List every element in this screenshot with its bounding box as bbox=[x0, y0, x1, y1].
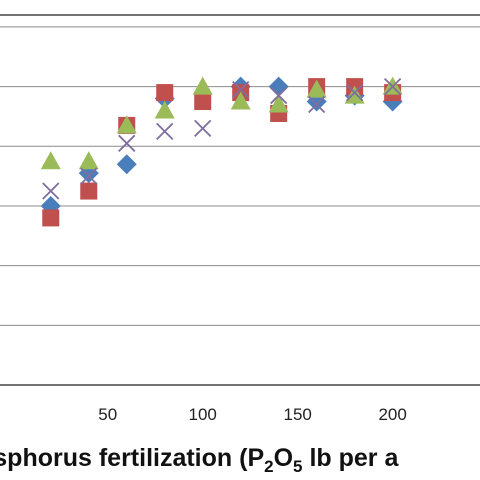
point-x-1 bbox=[42, 182, 60, 200]
point-x-3 bbox=[118, 134, 136, 152]
point-diamond-3 bbox=[116, 154, 137, 175]
x-axis-title: osphorus fertilization (P2O5 lb per a bbox=[0, 444, 399, 476]
point-triangle-9 bbox=[344, 85, 365, 104]
point-x-4 bbox=[156, 122, 174, 141]
point-diamond-6 bbox=[268, 76, 289, 97]
x-tick-label-50: 50 bbox=[98, 405, 117, 424]
point-triangle-4 bbox=[154, 100, 175, 119]
point-triangle-7 bbox=[268, 94, 289, 113]
point-triangle-5 bbox=[192, 76, 213, 95]
point-triangle-1 bbox=[40, 151, 61, 170]
x-tick-label-200: 200 bbox=[378, 405, 406, 424]
point-x-6 bbox=[232, 80, 250, 99]
point-x-8 bbox=[308, 95, 326, 114]
x-tick-label-100: 100 bbox=[189, 405, 217, 424]
point-x-10 bbox=[383, 77, 402, 96]
point-square-1 bbox=[42, 209, 60, 227]
point-triangle-2 bbox=[78, 151, 99, 170]
point-triangle-3 bbox=[116, 115, 137, 134]
point-x-9 bbox=[346, 83, 364, 102]
point-triangle-8 bbox=[306, 79, 327, 98]
x-tick-label-150: 150 bbox=[283, 405, 311, 424]
x-tick-labels: 50 100 150 200 bbox=[98, 405, 407, 424]
point-triangle-6 bbox=[230, 91, 251, 110]
point-square-2 bbox=[80, 182, 98, 200]
point-x-2 bbox=[80, 167, 98, 185]
gridlines bbox=[0, 26, 480, 326]
point-x-7 bbox=[270, 86, 288, 105]
point-square-5 bbox=[194, 93, 212, 111]
point-x-5 bbox=[194, 119, 212, 138]
data-points bbox=[40, 76, 403, 227]
point-square-4 bbox=[156, 84, 174, 102]
